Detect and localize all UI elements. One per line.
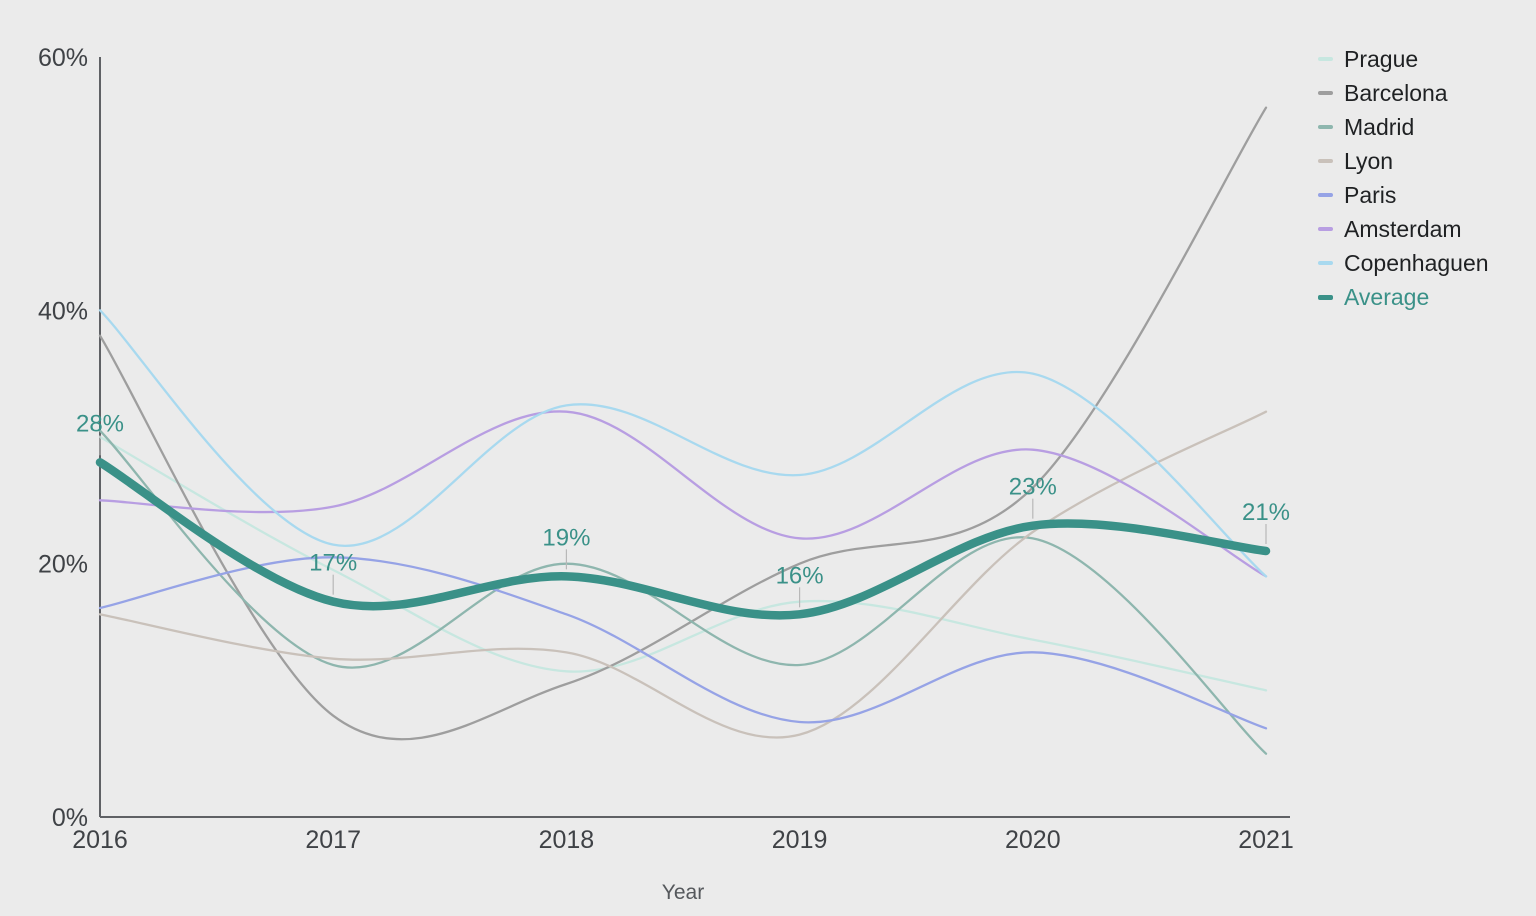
average-point-label: 28% bbox=[76, 410, 124, 437]
legend-item-label: Barcelona bbox=[1344, 79, 1448, 106]
y-tick-label: 60% bbox=[38, 44, 88, 72]
x-tick-label: 2021 bbox=[1238, 826, 1294, 854]
legend-item-label: Prague bbox=[1344, 45, 1419, 72]
x-tick-label: 2017 bbox=[305, 826, 361, 854]
legend-dash-icon bbox=[1318, 261, 1333, 265]
average-point-label: 17% bbox=[309, 550, 357, 577]
average-point-label: 16% bbox=[776, 562, 824, 589]
legend-item-average[interactable]: Average bbox=[1318, 280, 1489, 314]
legend-dash-icon bbox=[1318, 57, 1333, 61]
x-tick-label: 2020 bbox=[1005, 826, 1061, 854]
average-point-label: 21% bbox=[1242, 499, 1290, 526]
legend-dash-icon bbox=[1318, 227, 1333, 231]
legend-item-barcelona[interactable]: Barcelona bbox=[1318, 76, 1489, 110]
series-line-lyon bbox=[98, 410, 1268, 739]
x-tick-label: 2019 bbox=[772, 826, 828, 854]
y-tick-label: 0% bbox=[52, 804, 88, 832]
legend-item-prague[interactable]: Prague bbox=[1318, 42, 1489, 76]
legend-item-label: Paris bbox=[1344, 181, 1397, 208]
legend-dash-icon bbox=[1318, 125, 1333, 129]
legend-item-label: Lyon bbox=[1344, 147, 1394, 174]
series-line-average bbox=[95, 458, 1271, 620]
x-tick-label: 2016 bbox=[72, 826, 128, 854]
legend-dash-icon bbox=[1318, 159, 1333, 163]
legend-item-madrid[interactable]: Madrid bbox=[1318, 110, 1489, 144]
series-line-prague bbox=[98, 435, 1268, 692]
series-line-madrid bbox=[98, 429, 1268, 755]
legend-dash-icon bbox=[1318, 294, 1333, 300]
legend-dash-icon bbox=[1318, 91, 1333, 95]
legend-dash-icon bbox=[1318, 193, 1333, 197]
series-line-amsterdam bbox=[98, 410, 1268, 578]
series-line-barcelona bbox=[98, 106, 1268, 741]
legend-item-label: Copenhaguen bbox=[1344, 249, 1489, 276]
legend-item-label: Average bbox=[1344, 283, 1430, 310]
x-tick-label: 2018 bbox=[539, 826, 595, 854]
x-axis-title: Year bbox=[661, 881, 705, 904]
legend-item-lyon[interactable]: Lyon bbox=[1318, 144, 1489, 178]
legend: Prague Barcelona Madrid Lyon Paris Amsterdam C… bbox=[1318, 42, 1489, 314]
legend-item-paris[interactable]: Paris bbox=[1318, 178, 1489, 212]
legend-item-amsterdam[interactable]: Amsterdam bbox=[1318, 212, 1489, 246]
y-tick-label: 20% bbox=[38, 551, 88, 579]
legend-item-label: Amsterdam bbox=[1344, 215, 1462, 242]
series-line-copenhaguen bbox=[98, 309, 1268, 578]
average-point-label: 19% bbox=[542, 524, 590, 551]
series-line-paris bbox=[98, 556, 1268, 730]
legend-item-copenhaguen[interactable]: Copenhaguen bbox=[1318, 246, 1489, 280]
y-tick-label: 40% bbox=[38, 297, 88, 325]
average-point-label: 23% bbox=[1009, 474, 1057, 501]
legend-item-label: Madrid bbox=[1344, 113, 1415, 140]
